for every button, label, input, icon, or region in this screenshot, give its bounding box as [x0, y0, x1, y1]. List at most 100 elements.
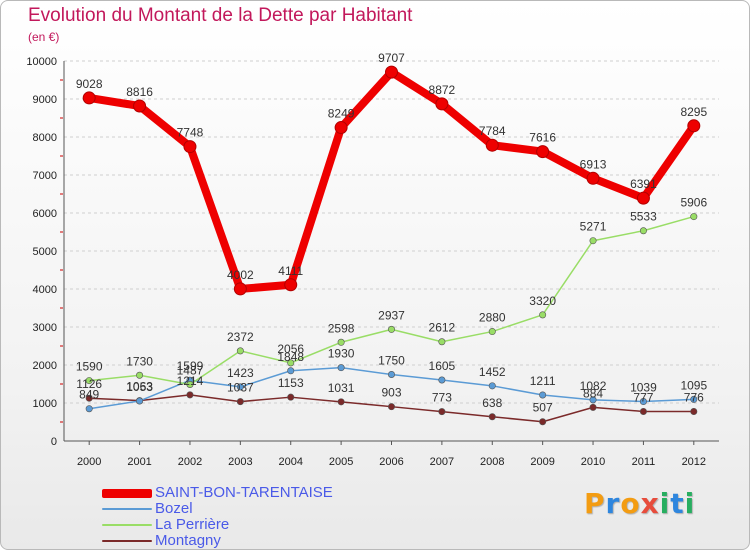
series-line — [85, 68, 698, 293]
data-label: 2372 — [227, 330, 254, 344]
data-label: 9028 — [76, 77, 103, 91]
data-point — [82, 91, 96, 105]
chart-subtitle: (en €) — [28, 30, 60, 44]
x-tick-label: 2007 — [430, 456, 454, 468]
data-label: 1037 — [227, 381, 254, 395]
data-point — [488, 382, 496, 390]
y-tick-label: 8000 — [33, 132, 57, 144]
data-label: 1039 — [630, 381, 657, 395]
data-label: 1082 — [580, 379, 607, 393]
data-point — [287, 359, 295, 367]
data-label: 2937 — [378, 308, 405, 322]
legend-label: Montagny — [155, 532, 221, 549]
data-label: 1214 — [177, 374, 204, 388]
y-tick-label: 6000 — [33, 208, 57, 220]
data-point — [539, 418, 547, 426]
data-label: 7784 — [479, 124, 506, 138]
data-label: 1487 — [177, 363, 204, 377]
data-label: 8816 — [126, 85, 153, 99]
data-point — [236, 383, 244, 391]
data-point — [85, 394, 93, 402]
x-tick-label: 2003 — [228, 456, 252, 468]
y-tick-label: 2000 — [33, 360, 57, 372]
data-label: 507 — [533, 401, 553, 415]
data-label: 7748 — [177, 126, 204, 140]
series-la-perri-re — [85, 213, 698, 388]
x-tick-label: 2012 — [682, 456, 706, 468]
data-point — [687, 119, 701, 133]
data-label: 7616 — [529, 131, 556, 145]
data-label: 4111 — [278, 264, 303, 278]
data-point — [287, 367, 295, 375]
data-labels-2: 1590 1730 1487 2372 2056 2598 2937 2612 2880 3320… — [76, 196, 708, 378]
data-label: 1031 — [328, 381, 355, 395]
y-tick-label: 0 — [51, 436, 57, 448]
x-tick-label: 2004 — [278, 456, 302, 468]
data-point — [385, 65, 398, 79]
legend-swatch — [102, 508, 152, 510]
data-point — [136, 371, 144, 379]
data-point — [690, 213, 698, 221]
y-tick-label: 4000 — [33, 284, 57, 296]
data-point — [85, 377, 93, 385]
data-label: 1211 — [530, 374, 556, 388]
data-point — [488, 413, 496, 421]
data-point — [589, 403, 597, 411]
data-point — [236, 398, 244, 406]
data-labels-0: 9028 8816 7748 4002 4111 8249 9707 8872 7784 7616… — [76, 51, 708, 282]
x-tick-label: 2008 — [480, 456, 504, 468]
x-tick-label: 2011 — [632, 456, 656, 468]
data-label: 2598 — [328, 321, 355, 335]
data-label: 1053 — [126, 380, 153, 394]
data-point — [639, 398, 647, 406]
x-tick-label: 2002 — [178, 456, 202, 468]
data-label: 1063 — [126, 380, 153, 394]
data-label: 2612 — [429, 321, 456, 335]
data-point — [536, 145, 550, 159]
data-label: 1750 — [378, 354, 405, 368]
y-tick-label: 10000 — [26, 56, 57, 68]
data-label: 1452 — [479, 365, 506, 379]
data-point — [438, 338, 446, 346]
data-label: 6913 — [580, 157, 607, 171]
data-labels-1: 849 1053 1599 1423 1848 1930 1750 1605 1452 1211 1… — [79, 347, 707, 402]
legend-swatch — [102, 524, 152, 526]
data-label: 4002 — [227, 268, 254, 282]
data-label: 1730 — [126, 354, 153, 368]
data-point — [334, 121, 348, 135]
data-point — [690, 408, 698, 416]
data-point — [387, 403, 395, 411]
data-label: 638 — [482, 396, 502, 410]
data-labels-3: 1126 1063 1214 1037 1153 1031 903 773 638 507 884 7… — [76, 374, 704, 415]
data-label: 9707 — [378, 51, 405, 65]
data-point — [85, 405, 93, 413]
chart-title: Evolution du Montant de la Dette par Hab… — [28, 5, 413, 26]
data-label: 773 — [432, 391, 452, 405]
data-point — [438, 376, 446, 384]
data-point — [387, 370, 395, 378]
data-point — [233, 282, 247, 296]
grid: 0 1000 2000 3000 4000 5000 6000 7000 8000 9000 100… — [26, 56, 719, 448]
data-point — [133, 99, 147, 113]
data-point — [639, 407, 647, 415]
data-label: 776 — [684, 391, 704, 405]
data-label: 6391 — [630, 177, 657, 191]
data-label: 2880 — [479, 311, 506, 325]
data-label: 1599 — [177, 359, 204, 373]
x-tick-label: 2009 — [530, 456, 554, 468]
data-point — [589, 396, 597, 404]
x-tick-label: 2006 — [379, 456, 403, 468]
data-point — [236, 347, 244, 355]
data-point — [639, 227, 647, 235]
data-point — [337, 338, 345, 346]
data-label: 849 — [79, 388, 99, 402]
legend-swatch — [102, 488, 152, 498]
data-label: 1153 — [278, 376, 304, 390]
data-label: 5533 — [630, 210, 657, 224]
data-point — [287, 393, 295, 401]
data-point — [284, 278, 298, 292]
data-point — [186, 380, 194, 388]
data-point — [337, 364, 345, 372]
data-label: 777 — [633, 390, 653, 404]
series-saint-bon-tarentaise — [82, 65, 701, 296]
